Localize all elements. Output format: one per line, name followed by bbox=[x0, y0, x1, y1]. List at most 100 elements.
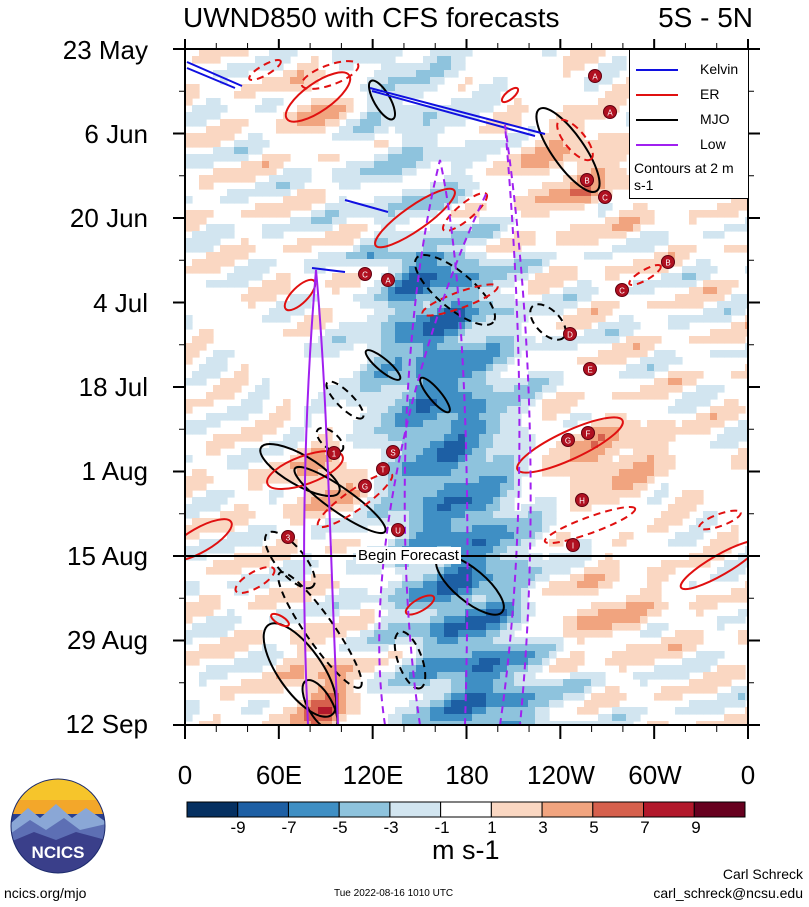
field-cell bbox=[486, 259, 494, 267]
field-cell bbox=[675, 280, 683, 288]
field-cell bbox=[703, 420, 711, 428]
field-cell bbox=[493, 581, 501, 589]
field-cell bbox=[689, 266, 697, 274]
field-cell bbox=[339, 616, 347, 624]
field-cell bbox=[395, 490, 403, 498]
field-cell bbox=[206, 609, 214, 617]
field-cell bbox=[633, 259, 641, 267]
field-cell bbox=[647, 357, 655, 365]
field-cell bbox=[710, 511, 718, 519]
field-cell bbox=[451, 287, 459, 295]
field-cell bbox=[374, 112, 382, 120]
field-cell bbox=[416, 434, 424, 442]
field-cell bbox=[262, 686, 270, 694]
field-cell bbox=[465, 658, 473, 666]
field-cell bbox=[444, 518, 452, 526]
colorbar-bin bbox=[541, 801, 594, 818]
begin-forecast-label: Begin Forecast bbox=[356, 547, 461, 564]
wave-contour bbox=[698, 509, 742, 531]
field-cell bbox=[367, 315, 375, 323]
field-cell bbox=[395, 168, 403, 176]
field-cell bbox=[185, 476, 193, 484]
field-cell bbox=[388, 497, 396, 505]
field-cell bbox=[416, 658, 424, 666]
field-cell bbox=[276, 182, 284, 190]
field-cell bbox=[521, 203, 529, 211]
field-cell bbox=[213, 371, 221, 379]
field-cell bbox=[542, 714, 550, 722]
field-cell bbox=[563, 182, 571, 190]
field-cell bbox=[227, 560, 235, 568]
field-cell bbox=[290, 616, 298, 624]
field-cell bbox=[514, 595, 522, 603]
field-cell bbox=[584, 154, 592, 162]
field-cell bbox=[269, 602, 277, 610]
field-cell bbox=[304, 105, 312, 113]
field-cell bbox=[654, 455, 662, 463]
field-cell bbox=[388, 679, 396, 687]
field-cell bbox=[612, 98, 620, 106]
field-cell bbox=[248, 455, 256, 463]
field-cell bbox=[451, 707, 459, 715]
field-cell bbox=[612, 322, 620, 330]
field-cell bbox=[213, 231, 221, 239]
field-cell bbox=[514, 427, 522, 435]
field-cell bbox=[479, 154, 487, 162]
field-cell bbox=[311, 315, 319, 323]
field-cell bbox=[444, 588, 452, 596]
field-cell bbox=[360, 238, 368, 246]
field-cell bbox=[535, 154, 543, 162]
field-cell bbox=[472, 658, 480, 666]
field-cell bbox=[437, 707, 445, 715]
field-cell bbox=[283, 273, 291, 281]
field-cell bbox=[213, 623, 221, 631]
field-cell bbox=[465, 623, 473, 631]
field-cell bbox=[360, 84, 368, 92]
field-cell bbox=[395, 217, 403, 225]
field-cell bbox=[416, 280, 424, 288]
field-cell bbox=[675, 560, 683, 568]
field-cell bbox=[437, 581, 445, 589]
field-cell bbox=[598, 357, 606, 365]
field-cell bbox=[199, 427, 207, 435]
field-cell bbox=[423, 483, 431, 491]
field-cell bbox=[346, 259, 354, 267]
field-cell bbox=[437, 462, 445, 470]
field-cell bbox=[241, 252, 249, 260]
field-cell bbox=[633, 371, 641, 379]
field-cell bbox=[458, 434, 466, 442]
field-cell bbox=[689, 392, 697, 400]
field-cell bbox=[668, 455, 676, 463]
field-cell bbox=[738, 322, 746, 330]
field-cell bbox=[234, 154, 242, 162]
field-cell bbox=[647, 630, 655, 638]
field-cell bbox=[423, 665, 431, 673]
field-cell bbox=[241, 84, 249, 92]
field-cell bbox=[185, 399, 193, 407]
field-cell bbox=[486, 434, 494, 442]
field-cell bbox=[493, 448, 501, 456]
field-cell bbox=[703, 560, 711, 568]
field-cell bbox=[493, 546, 501, 554]
field-cell bbox=[682, 406, 690, 414]
field-cell bbox=[633, 658, 641, 666]
field-cell bbox=[430, 294, 438, 302]
field-cell bbox=[395, 441, 403, 449]
field-cell bbox=[206, 546, 214, 554]
field-cell bbox=[290, 126, 298, 134]
field-cell bbox=[577, 630, 585, 638]
field-cell bbox=[248, 84, 256, 92]
field-cell bbox=[598, 105, 606, 113]
field-cell bbox=[493, 644, 501, 652]
field-cell bbox=[346, 665, 354, 673]
field-cell bbox=[444, 371, 452, 379]
field-cell bbox=[598, 714, 606, 722]
field-cell bbox=[255, 469, 263, 477]
field-cell bbox=[591, 238, 599, 246]
field-cell bbox=[696, 518, 704, 526]
field-cell bbox=[528, 644, 536, 652]
field-cell bbox=[514, 98, 522, 106]
field-cell bbox=[416, 427, 424, 435]
field-cell bbox=[500, 623, 508, 631]
field-cell bbox=[409, 294, 417, 302]
